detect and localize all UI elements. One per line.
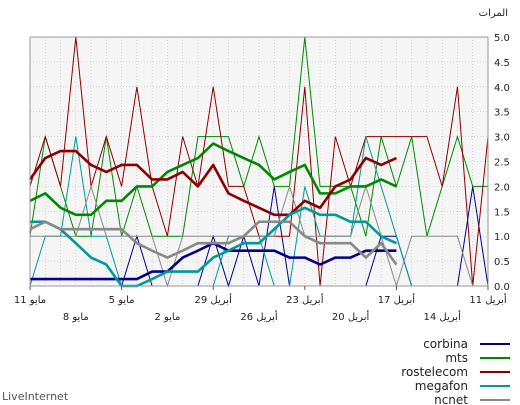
series-average-rostelecom	[28, 149, 397, 217]
x-tick-label: 14 أبريل	[424, 310, 462, 323]
y-axis-ticks: 0.0 0.5 1.0 1.5 2.0 2.5 3.0 3.5 4.0 4.5 5.0	[494, 33, 510, 293]
legend-label-megafon: megafon	[415, 379, 468, 393]
y-tick-label: 1.0	[494, 232, 510, 243]
x-tick-label: 23 أبريل	[286, 293, 324, 306]
series-average-ncnet	[29, 220, 398, 266]
y-tick-label: 5.0	[494, 33, 510, 44]
x-tick-label: 29 أبريل	[195, 293, 233, 306]
y-tick-label: 0.5	[494, 257, 510, 268]
x-tick-label: 2 مايو	[154, 312, 180, 323]
y-tick-label: 4.5	[494, 58, 510, 69]
x-tick-label: 26 أبريل	[240, 310, 278, 323]
y-tick-label: 1.5	[494, 207, 510, 218]
series-average-megafon	[30, 206, 397, 288]
y-axis-label: المرات	[479, 8, 508, 19]
watermark: LiveInternet	[2, 390, 69, 403]
x-tick-label: 8 مايو	[63, 312, 89, 323]
y-tick-label: 0.0	[494, 282, 510, 293]
legend-label-rostelecom: rostelecom	[401, 365, 468, 379]
x-tick-label: 5 مايو	[109, 295, 135, 306]
x-axis-ticks: 11 مايو 5 مايو 29 أبريل 23 أبريل 17 أبريل 11 …	[14, 286, 507, 323]
y-tick-label: 2.0	[494, 182, 510, 193]
x-tick-label: 11 مايو	[14, 295, 46, 306]
average-series-lines	[28, 142, 398, 288]
legend-label-corbina: corbina	[423, 337, 468, 351]
x-tick-label: 17 أبريل	[378, 293, 416, 306]
legend-label-ncnet: ncnet	[434, 393, 468, 405]
x-tick-label: 20 أبريل	[332, 310, 370, 323]
y-tick-label: 4.0	[494, 83, 510, 94]
y-tick-label: 3.0	[494, 133, 510, 144]
y-tick-label: 3.5	[494, 108, 510, 119]
y-tick-label: 2.5	[494, 158, 510, 169]
plot-frame	[29, 36, 489, 287]
legend-label-mts: mts	[445, 351, 468, 365]
series-average-mts	[29, 142, 397, 217]
series-line-ncnet	[30, 184, 488, 288]
x-tick-label: 11 أبريل	[469, 293, 507, 306]
